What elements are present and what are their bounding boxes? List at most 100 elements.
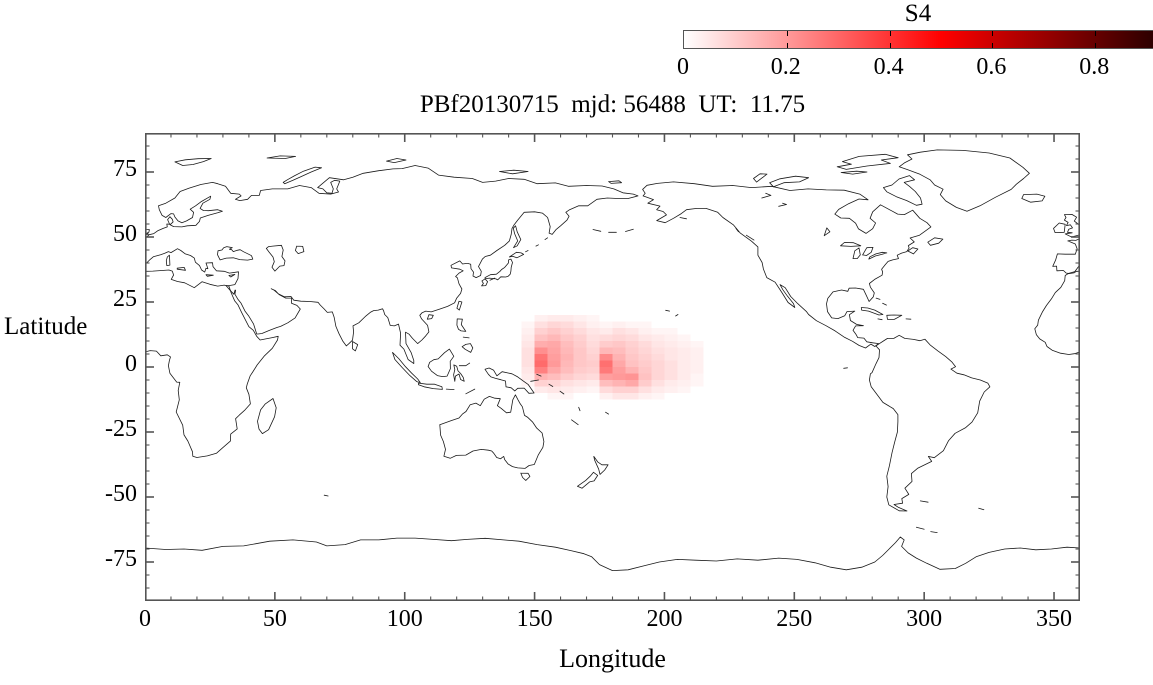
coastline-antarctica xyxy=(145,536,1080,572)
heatmap-cell xyxy=(534,347,548,355)
chart-title: PBf20130715 mjd: 56488 UT: 11.75 xyxy=(419,91,806,118)
coastline-sulawesi-arm xyxy=(458,362,471,367)
heatmap-cell xyxy=(664,367,678,374)
coastline-north-america xyxy=(642,181,932,349)
coastline-kerguelen xyxy=(323,494,329,497)
coastline-sardinia-corsica xyxy=(165,254,171,267)
y-tick-label: 0 xyxy=(125,351,137,377)
x-axis-tick-labels: 0 50 100 150 200 250 300 350 xyxy=(139,606,1080,636)
coastline-lake-superior xyxy=(840,242,862,247)
x-tick-label: 300 xyxy=(906,606,943,632)
heatmap-cell xyxy=(547,393,561,400)
heatmap-cell xyxy=(547,373,561,381)
heatmap-cell xyxy=(664,380,678,387)
y-axis-tick-labels: 75 50 25 0 -25 -50 -75 xyxy=(0,0,137,685)
heatmap-cell xyxy=(573,354,587,361)
heatmap-cell xyxy=(599,367,613,374)
heatmap-layer xyxy=(521,315,704,400)
heatmap-cell xyxy=(586,373,600,381)
coastline-solomons-1 xyxy=(548,383,554,387)
heatmap-cell xyxy=(573,328,587,335)
heatmap-cell xyxy=(534,380,548,387)
coastline-kyushu xyxy=(481,278,489,287)
heatmap-cell xyxy=(651,373,665,381)
heatmap-cell xyxy=(625,321,639,329)
heatmap-cell xyxy=(599,347,613,355)
heatmap-cell xyxy=(560,334,574,342)
heatmap-cell xyxy=(599,380,613,387)
coastline-lake-winnipeg xyxy=(823,227,831,237)
heatmap-cell xyxy=(573,386,587,394)
heatmap-cell xyxy=(625,341,639,348)
heatmap-cell xyxy=(534,373,548,381)
heatmap-cell xyxy=(677,341,691,348)
colorbar-tick-label: 0.8 xyxy=(1079,54,1110,80)
heatmap-cell xyxy=(638,347,652,355)
x-tick-label: 200 xyxy=(646,606,683,632)
coastline-kuril-3 xyxy=(544,237,549,240)
coastline-south-america xyxy=(869,334,991,512)
heatmap-cell xyxy=(664,347,678,355)
heatmap-cell xyxy=(547,354,561,361)
x-axis-label: Longitude xyxy=(559,644,666,673)
heatmap-cell xyxy=(573,315,587,322)
coastline-severnaya-zemlya xyxy=(386,158,407,164)
colorbar-title: S4 xyxy=(904,0,932,27)
coastline-borneo xyxy=(427,348,455,378)
coastline-madagascar xyxy=(257,398,277,435)
coastline-hokkaido xyxy=(508,251,525,259)
heatmap-cell xyxy=(651,328,665,335)
heatmap-cell xyxy=(547,380,561,387)
heatmap-cell xyxy=(573,321,587,329)
heatmap-cell xyxy=(586,341,600,348)
heatmap-cell xyxy=(560,386,574,394)
heatmap-cell xyxy=(573,334,587,342)
heatmap-cell xyxy=(573,347,587,355)
heatmap-cell xyxy=(560,321,574,329)
heatmap-cell xyxy=(651,354,665,361)
coastline-solomons-2 xyxy=(559,390,565,395)
coastline-sulawesi xyxy=(453,364,465,382)
heatmap-cell xyxy=(677,360,691,368)
heatmap-cell xyxy=(664,341,678,348)
coastline-hispaniola xyxy=(886,314,903,320)
coastline-crete xyxy=(205,274,214,277)
heatmap-cell xyxy=(651,386,665,394)
coastline-new-britain xyxy=(530,379,539,382)
heatmap-cell xyxy=(625,367,639,374)
x-tick-label: 100 xyxy=(386,606,423,632)
coastline-cuba xyxy=(860,307,884,316)
heatmap-cell xyxy=(612,360,626,368)
heatmap-cell xyxy=(586,315,600,322)
coastline-mindanao xyxy=(461,343,474,353)
heatmap-cell xyxy=(547,334,561,342)
coastline-nz-south xyxy=(576,471,599,489)
coastline-aral-sea xyxy=(294,245,305,254)
heatmap-cell xyxy=(534,315,548,322)
coastline-kuril-1 xyxy=(525,250,529,253)
heatmap-cell xyxy=(625,334,639,342)
heatmap-cell xyxy=(547,386,561,394)
heatmap-cell xyxy=(612,367,626,374)
coastline-africa xyxy=(145,269,279,458)
heatmap-cell xyxy=(612,341,626,348)
coastline-aleutians-3 xyxy=(625,228,634,232)
colorbar-tick-label: 0.2 xyxy=(770,54,801,80)
coastline-aleutians-1 xyxy=(592,229,602,232)
heatmap-cell xyxy=(586,380,600,387)
colorbar-tick xyxy=(889,31,891,36)
heatmap-cell xyxy=(521,367,535,374)
coastline-java xyxy=(418,382,443,390)
coastline-new-ireland xyxy=(536,373,542,377)
heatmap-cell xyxy=(677,380,691,387)
coastline-eurasia xyxy=(145,165,639,365)
heatmap-cell xyxy=(651,367,665,374)
colorbar-tick xyxy=(889,43,891,48)
coastline-new-caledonia xyxy=(571,419,579,426)
heatmap-cell xyxy=(690,354,704,361)
y-tick-label: 75 xyxy=(113,156,137,182)
heatmap-cell xyxy=(599,393,613,400)
heatmap-cell xyxy=(690,380,704,387)
heatmap-cell xyxy=(573,367,587,374)
